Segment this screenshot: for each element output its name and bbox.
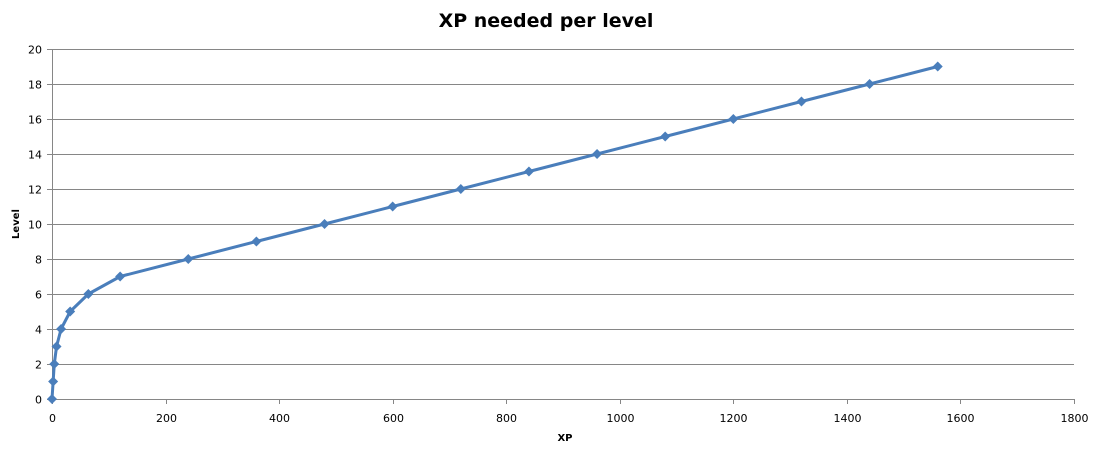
- x-tick-label: 400: [269, 412, 290, 425]
- y-tick-label: 16: [28, 114, 42, 127]
- diamond-marker: [523, 166, 534, 177]
- x-tick-label: 1200: [720, 412, 748, 425]
- diamond-marker: [387, 201, 398, 212]
- x-tick-label: 600: [383, 412, 404, 425]
- diamond-marker: [65, 306, 76, 317]
- series-line: [50, 65, 939, 400]
- diamond-marker: [47, 394, 57, 404]
- gridlines: [47, 49, 1075, 404]
- y-tick-label: 20: [28, 44, 42, 57]
- diamond-marker: [796, 96, 807, 107]
- y-tick-label: 4: [35, 324, 42, 337]
- diamond-marker: [51, 341, 62, 352]
- diamond-marker: [56, 324, 67, 334]
- diamond-marker: [660, 131, 671, 142]
- y-tick-label: 12: [28, 184, 42, 197]
- data-series: [47, 61, 943, 404]
- diamond-marker: [864, 79, 875, 89]
- y-tick-label: 2: [35, 359, 42, 372]
- diamond-marker: [183, 254, 194, 264]
- x-tick-label: 1000: [607, 412, 635, 425]
- diamond-marker: [455, 184, 466, 194]
- y-tick-label: 6: [35, 289, 42, 302]
- y-tick-label: 0: [35, 394, 42, 407]
- x-tick-label: 1400: [834, 412, 862, 425]
- y-tick-label: 10: [28, 219, 42, 232]
- chart-title: XP needed per level: [439, 10, 654, 32]
- x-tick-label: 200: [156, 412, 177, 425]
- diamond-marker: [319, 219, 330, 229]
- x-axis-label: XP: [557, 433, 572, 444]
- diamond-marker: [728, 114, 739, 124]
- x-tick-label: 800: [496, 412, 517, 425]
- y-tick-label: 14: [28, 149, 42, 162]
- x-tick-label: 1800: [1061, 412, 1089, 425]
- diamond-marker: [251, 236, 262, 247]
- diamond-marker: [592, 149, 603, 159]
- x-tick-label: 0: [49, 412, 56, 425]
- diamond-marker: [115, 271, 126, 282]
- x-tick-label: 1600: [947, 412, 975, 425]
- y-tick-label: 18: [28, 79, 42, 92]
- diamond-marker: [83, 289, 94, 299]
- x-axis-ticks: 0 200 400 600 800 1000 1200 1400 1600 1800: [49, 412, 1089, 425]
- y-axis-label: Level: [11, 209, 22, 239]
- y-tick-label: 8: [35, 254, 42, 267]
- diamond-marker: [49, 359, 60, 369]
- diamond-marker: [932, 61, 943, 72]
- y-axis-ticks: 0 2 4 6 8 10 12 14 16 18 20: [28, 44, 42, 407]
- diamond-marker: [48, 376, 59, 387]
